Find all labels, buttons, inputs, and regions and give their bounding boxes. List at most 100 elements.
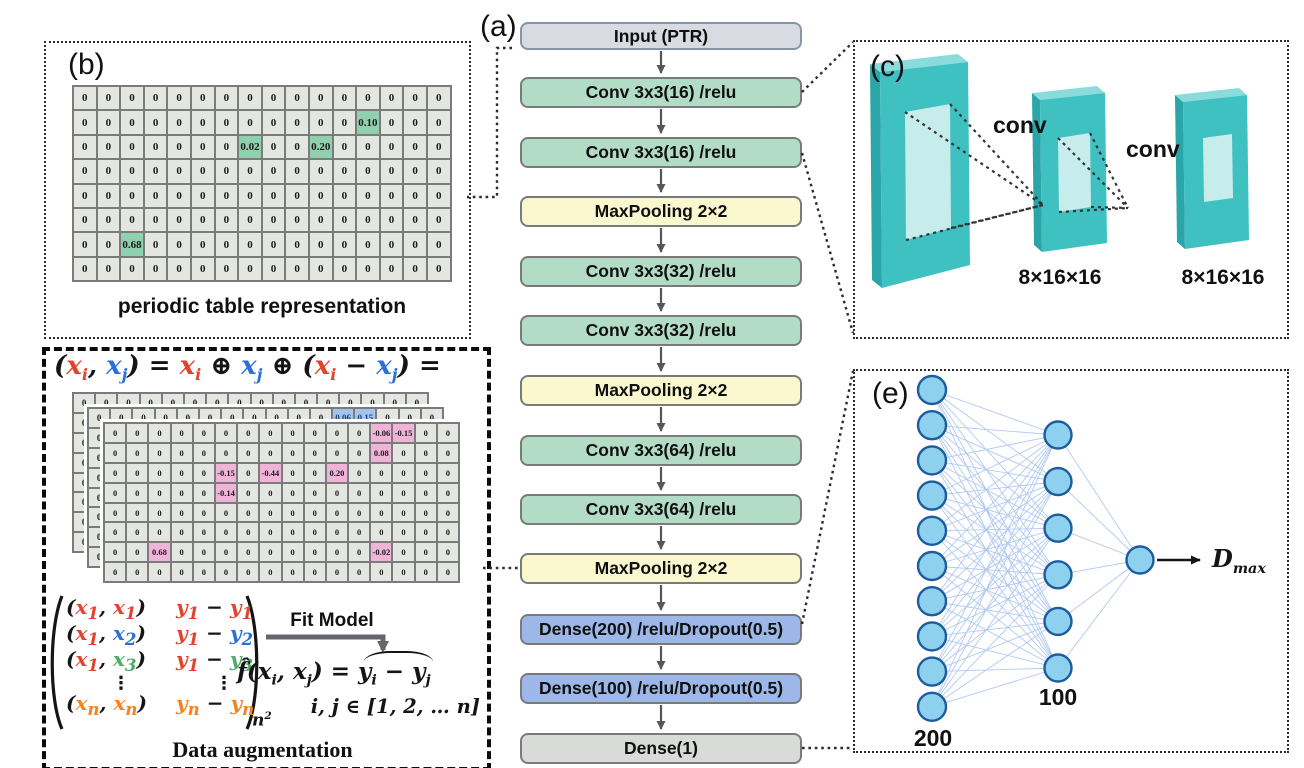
grid-cell: 0 [97,184,120,207]
grid-cell: 0 [105,503,126,522]
grid-cell: 0 [144,135,167,159]
grid-cell: 0 [393,463,414,482]
matrix-row: (x1, x2) y1 − y2 [66,621,272,649]
connector-line [801,41,854,93]
grid-cell: 0 [282,443,303,462]
grid-cell: 0 [309,184,332,207]
grid-cell: 0 [149,443,170,462]
grid-cell: 0 [193,483,214,502]
matrix-dots: ⋮ [215,672,233,694]
formula-token: ⊕ ( [262,351,315,381]
grid-cell: -0.06 [371,424,392,442]
grid-cell: 0 [97,160,120,183]
grid-cell: 0 [349,543,370,562]
matrix-dots: ⋮ [112,672,130,694]
flow-box-maxpooling-2-2: MaxPooling 2×2 [520,553,802,584]
grid-cell: 0 [238,463,259,482]
grid-cell: 0 [326,443,348,462]
grid-cell: 0 [286,257,308,281]
formula-token: xi [66,351,88,385]
formula-token: x1 [75,595,99,623]
grid-cell: 0 [286,111,308,134]
formula-token: − [376,658,413,685]
flow-box-dense-1: Dense(1) [520,733,802,764]
grid-cell: 0 [286,233,308,256]
flow-box-dense-200-relu-dropout-0-5: Dense(200) /relu/Dropout(0.5) [520,614,802,645]
grid-cell: 0 [127,424,148,442]
grid-cell: 0 [171,523,192,542]
grid-cell: 0 [380,208,403,232]
grid-cell: 0 [74,208,96,232]
grid-cell: 0.20 [326,463,348,482]
grid-cell: 0 [437,463,458,482]
dmax-output-label: Dmax [1212,544,1266,577]
grid-cell: 0 [171,503,192,522]
panel-e-label: (e) [872,377,909,410]
grid-cell: 0 [97,233,120,256]
grid-cell: 0 [74,233,96,256]
formula-token: x3 [112,647,137,675]
panel-b-label: (b) [68,48,105,81]
matrix-pair-cell: (xn, xn) [66,691,147,719]
grid-cell: 0 [238,483,259,502]
conv-label-1: conv [993,112,1047,138]
grid-cell: 0 [357,160,379,183]
grid-cell: 0 [309,257,332,281]
grid-cell: 0 [427,208,450,232]
grid-cell: 0 [286,135,308,159]
grid-cell: 0 [193,463,214,482]
grid-cell: 0 [282,563,303,582]
grid-cell: 0 [215,543,237,562]
connector-input-to-b [467,46,512,199]
formula-token: ) = [397,351,441,381]
grid-cell: 0 [144,87,167,110]
grid-cell: 0 [282,424,303,442]
grid-cell: 0 [357,233,379,256]
grid-cell: 0 [415,503,436,522]
flow-box-conv-3x3-32-relu: Conv 3x3(32) /relu [520,256,802,287]
pair-matrix: (x1, x1) y1 − y1 (x1, x2) y1 − y2 (x1, x3) y1… [66,595,272,719]
grid-cell: 0 [415,443,436,462]
grid-cell: 0 [168,111,190,134]
grid-cell: 0 [149,463,170,482]
grid-cell: 0 [191,184,214,207]
panel-b-caption: periodic table representation [117,295,407,318]
grid-cell: 0 [144,184,167,207]
grid-cell: 0 [349,483,370,502]
grid-cell: 0 [393,503,414,522]
grid-cell: 0 [309,233,332,256]
grid-cell: 0.20 [309,135,332,159]
flow-box-maxpooling-2-2: MaxPooling 2×2 [520,196,802,227]
grid-cell: 0 [333,87,356,110]
grid-cell: 0 [215,257,238,281]
grid-cell: 0 [262,135,285,159]
grid-cell: 0 [144,233,167,256]
grid-cell: 0 [260,563,281,582]
grid-cell: 0 [404,233,426,256]
flow-box-conv-3x3-64-relu: Conv 3x3(64) /relu [520,494,802,525]
grid-cell: 0 [127,483,148,502]
grid-cell: 0 [427,233,450,256]
grid-cell: 0 [262,257,285,281]
grid-cell: 0 [215,563,237,582]
grid-cell: 0 [333,160,356,183]
flow-box-input-ptr: Input (PTR) [520,22,802,50]
grid-cell: 0 [333,111,356,134]
grid-cell: 0 [437,563,458,582]
grid-cell: 0 [215,160,238,183]
grid-cell: 0 [97,257,120,281]
grid-cell: 0 [121,160,143,183]
grid-cell: 0 [415,463,436,482]
grid-cell: 0 [144,208,167,232]
formula-token: y1 [176,595,200,623]
flow-box-conv-3x3-64-relu: Conv 3x3(64) /relu [520,435,802,466]
grid-cell: 0 [349,463,370,482]
grid-cell: 0 [286,87,308,110]
grid-cell: 0 [193,543,214,562]
grid-cell: 0 [97,87,120,110]
grid-cell: 0 [333,135,356,159]
grid-cell: 0 [74,87,96,110]
feature-size-label-1: 8×16×16 [1018,266,1102,289]
grid-cell: 0 [380,135,403,159]
grid-cell: 0 [357,208,379,232]
